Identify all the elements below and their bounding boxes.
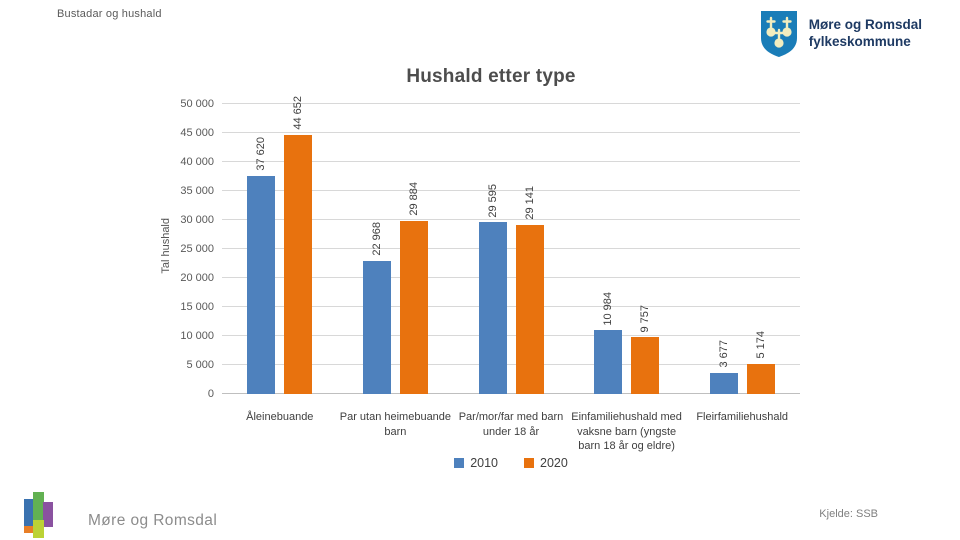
- gridline: [222, 335, 800, 336]
- footer-brand: Møre og Romsdal: [24, 490, 217, 538]
- gridline: [222, 306, 800, 307]
- gridline: [222, 103, 800, 104]
- category-label: Einfamiliehushald med vaksne barn (yngst…: [571, 411, 682, 453]
- legend-label: 2010: [470, 456, 498, 470]
- category-label: Åleinebuande: [246, 411, 314, 423]
- logo-mark-bar: [33, 520, 44, 538]
- brand-name: Møre og Romsdal fylkeskommune: [809, 17, 922, 51]
- bar-2020-2: [399, 220, 428, 394]
- bar-2020-3: [515, 225, 544, 394]
- y-tick-label: 20 000: [180, 272, 214, 284]
- gridline: [222, 132, 800, 133]
- bar-value-label: 22 968: [370, 222, 383, 256]
- legend-item-2010: 2010: [454, 456, 498, 470]
- logo-mark-bar: [33, 492, 44, 522]
- y-tick-label: 15 000: [180, 301, 214, 313]
- bar-value-label: 29 884: [407, 182, 420, 216]
- brand-logo: Møre og Romsdal fylkeskommune: [759, 10, 922, 58]
- y-tick-label: 10 000: [180, 330, 214, 342]
- category-label: Fleirfamiliehushald: [696, 411, 789, 423]
- bar-value-label: 9 757: [639, 304, 652, 333]
- logo-mark-bar: [43, 502, 53, 527]
- gridline: [222, 364, 800, 365]
- bar-2010-4: [594, 330, 623, 394]
- bar-value-label: 37 620: [255, 137, 268, 171]
- y-tick-label: 50 000: [180, 98, 214, 110]
- logo-mark-bar: [24, 499, 34, 526]
- gridline: [222, 161, 800, 162]
- category-label: Par/mor/far med barn under 18 år: [458, 411, 564, 438]
- y-tick-label: 25 000: [180, 243, 214, 255]
- source-note: Kjelde: SSB: [819, 508, 878, 520]
- category-label: Par utan heimebuande barn: [339, 411, 452, 438]
- bar-2020-5: [746, 364, 775, 394]
- bar-2020-4: [631, 337, 660, 394]
- county-logo-mark: [24, 490, 58, 538]
- y-tick-label: 35 000: [180, 185, 214, 197]
- y-tick-label: 45 000: [180, 127, 214, 139]
- bar-value-label: 29 141: [523, 186, 536, 220]
- plot-area: 0 5 000 10 000 15 000 20 000 25 000 30 000 35 0…: [180, 96, 800, 400]
- bar-2020-1: [284, 135, 313, 394]
- legend: 2010 2020: [222, 456, 800, 470]
- page-header-title: Bustadar og hushald: [57, 8, 162, 20]
- legend-swatch-icon: [454, 458, 465, 468]
- bar-2010-5: [709, 372, 738, 394]
- category-axis: Åleinebuande Par utan heimebuande barn Par…: [222, 410, 800, 456]
- legend-item-2020: 2020: [524, 456, 568, 470]
- gridline: [222, 277, 800, 278]
- y-tick-label: 5 000: [186, 359, 214, 371]
- bar-value-label: 5 174: [754, 331, 767, 359]
- logo-mark-bar: [24, 526, 34, 533]
- footer-wordmark: Møre og Romsdal: [88, 512, 218, 529]
- gridline: [222, 248, 800, 249]
- brand-name-line2: fylkeskommune: [808, 34, 911, 49]
- gridline: [222, 219, 800, 220]
- x-axis-line: [222, 393, 800, 394]
- bar-2010-2: [362, 260, 391, 394]
- bar-value-label: 44 652: [292, 96, 305, 130]
- bar-2010-3: [478, 222, 507, 394]
- gridline: [222, 190, 800, 191]
- coat-of-arms-icon: [760, 11, 797, 57]
- y-tick-label: 30 000: [180, 214, 214, 226]
- shield-emblems: [766, 16, 792, 48]
- chart-title: Hushald etter type: [406, 66, 576, 87]
- legend-label: 2020: [540, 456, 568, 470]
- y-tick-label: 40 000: [180, 156, 214, 168]
- bar-value-label: 29 595: [486, 183, 499, 218]
- bar-value-label: 3 677: [717, 340, 730, 368]
- bar-value-label: 10 984: [602, 291, 615, 326]
- y-tick-label: 0: [207, 388, 214, 400]
- bar-2010-1: [247, 175, 276, 394]
- brand-name-line1: Møre og Romsdal: [808, 17, 922, 33]
- legend-swatch-icon: [524, 458, 534, 468]
